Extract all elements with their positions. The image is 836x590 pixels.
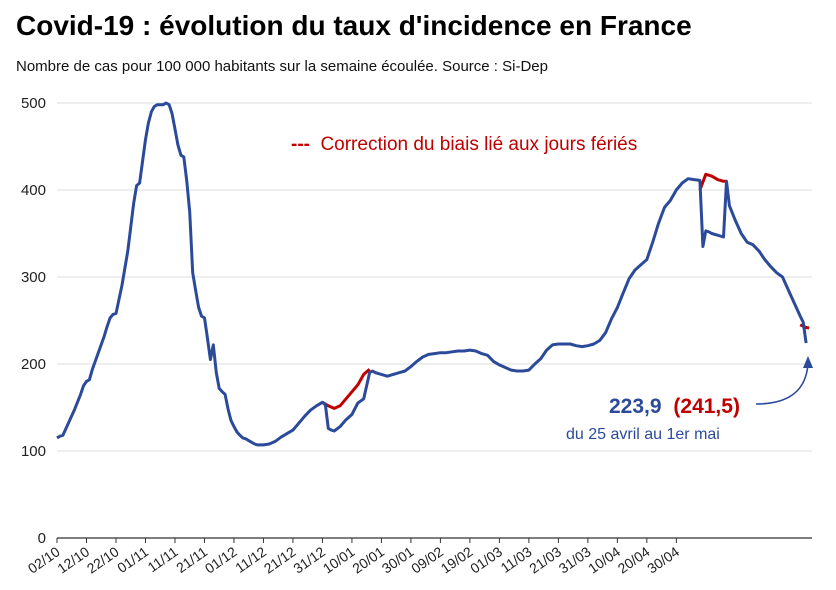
incidence-series [56,101,808,447]
correction-line [321,368,371,410]
y-tick-label: 100 [21,443,46,460]
x-tick-label: 11/11 [145,543,181,575]
x-tick-label: 31/12 [290,543,328,576]
x-tick-label: 02/10 [25,543,63,576]
correction-series [321,172,810,410]
legend-dash: --- Correction du biais lié aux jours fé… [291,134,637,155]
y-tick-label: 0 [38,530,46,547]
chart-subtitle: Nombre de cas pour 100 000 habitants sur… [16,58,548,75]
y-tick-label: 400 [21,182,46,199]
x-tick-label: 21/03 [526,543,564,576]
x-tick-label: 01/12 [202,543,240,576]
x-tick-label: 21/12 [261,543,299,576]
incidence-line [56,101,808,447]
x-tick-label: 20/04 [615,543,653,576]
x-tick-label: 21/11 [173,543,210,576]
chart-title: Covid-19 : évolution du taux d'incidence… [16,10,692,41]
annotation-subtext: du 25 avril au 1er mai [566,426,720,443]
y-tick-label: 200 [21,356,46,373]
annotation-value-red: (241,5) [673,395,740,418]
x-tick-label: 20/01 [349,543,387,576]
annotation-value-blue: 223,9 [609,395,662,418]
annotation-arrowhead [803,356,813,368]
x-tick-label: 22/10 [84,543,122,576]
x-tick-label: 01/11 [114,543,151,576]
annotation: 223,9 (241,5) du 25 avril au 1er mai [566,356,813,443]
x-tick-label: 09/02 [408,543,446,576]
y-axis-ticks: 0 100 200 300 400 500 [21,95,46,547]
x-tick-label: 30/04 [644,543,682,576]
legend-label: Correction du biais lié aux jours fériés [320,134,637,155]
y-tick-label: 300 [21,269,46,286]
y-tick-label: 500 [21,95,46,112]
x-tick-label: 10/04 [585,543,623,576]
annotation-arrow [755,363,809,405]
correction-line [698,172,727,191]
correction-line [799,323,810,330]
legend: --- Correction du biais lié aux jours fé… [291,134,637,155]
x-tick-label: 01/03 [467,543,505,576]
x-axis-ticks: 02/1012/1022/1001/1111/1121/1101/1211/12… [25,538,682,577]
legend-dash-symbol: --- [291,134,310,155]
x-tick-label: 11/12 [232,543,269,576]
x-tick-label: 12/10 [54,543,92,576]
x-tick-label: 10/01 [320,543,358,576]
grid-lines [57,102,812,539]
x-tick-label: 31/03 [556,543,594,576]
x-tick-label: 30/01 [379,543,417,576]
x-tick-label: 11/03 [498,543,535,576]
x-tick-label: 19/02 [438,543,476,576]
annotation-values: 223,9 (241,5) [609,395,740,418]
